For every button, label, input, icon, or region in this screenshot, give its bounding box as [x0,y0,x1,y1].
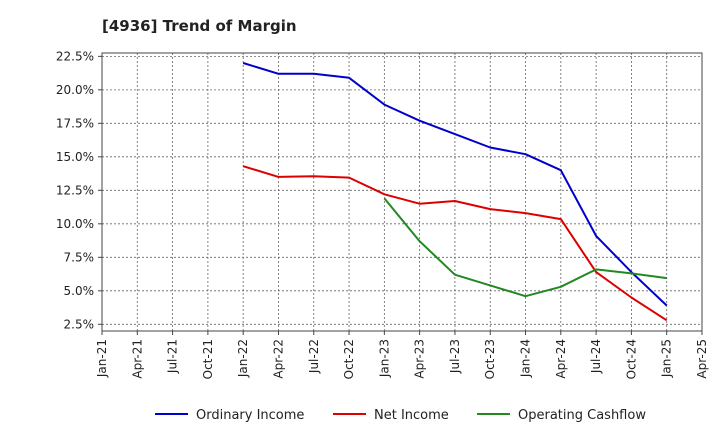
y-tick-label: 22.5% [56,49,94,63]
y-tick-label: 17.5% [56,116,94,130]
legend-label-operating-cashflow: Operating Cashflow [518,408,646,423]
y-tick-label: 7.5% [64,250,95,264]
grid [102,53,702,331]
x-tick-label: Jul-22 [307,339,321,374]
y-tick-label: 10.0% [56,217,94,231]
x-tick-label: Jan-23 [377,339,391,378]
series-line-ordinary-income [242,62,668,307]
y-tick-label: 5.0% [64,284,95,298]
x-tick-label: Jan-22 [236,339,250,378]
x-tick-label: Jan-24 [519,339,533,378]
legend: Ordinary Income Net Income Operating Cashf… [155,408,646,423]
x-tick-label: Jul-21 [166,339,180,374]
x-tick-label: Jul-23 [448,339,462,374]
legend-label-ordinary-income: Ordinary Income [196,408,304,423]
legend-label-net-income: Net Income [374,408,449,423]
x-axis-ticks: Jan-21 Apr-21 Jul-21 Oct-21 Jan-22 Apr-22 Jul-… [95,331,709,379]
series-lines [242,62,668,322]
x-tick-label: Jan-25 [660,339,674,378]
y-tick-label: 20.0% [56,83,94,97]
x-tick-label: Oct-22 [342,339,356,379]
x-tick-label: Oct-23 [483,339,497,379]
x-tick-label: Apr-23 [413,339,427,379]
y-tick-label: 15.0% [56,150,94,164]
x-tick-label: Apr-25 [695,339,709,379]
plot-frame [101,52,703,332]
x-tick-label: Jul-24 [589,339,603,374]
chart-title: [4936] Trend of Margin [102,17,297,35]
x-tick-label: Oct-24 [624,339,638,379]
x-tick-label: Oct-21 [201,339,215,379]
y-tick-label: 2.5% [64,317,95,331]
x-tick-label: Jan-21 [95,339,109,378]
y-axis-ticks: 2.5% 5.0% 7.5% 10.0% 12.5% 15.0% 17.5% 20.0% 22.… [56,49,102,331]
series-line-operating-cashflow [383,197,667,298]
series-line-net-income [242,165,668,322]
x-tick-label: Apr-22 [271,339,285,379]
y-tick-label: 12.5% [56,183,94,197]
x-tick-label: Apr-21 [130,339,144,379]
x-tick-label: Apr-24 [554,339,568,379]
